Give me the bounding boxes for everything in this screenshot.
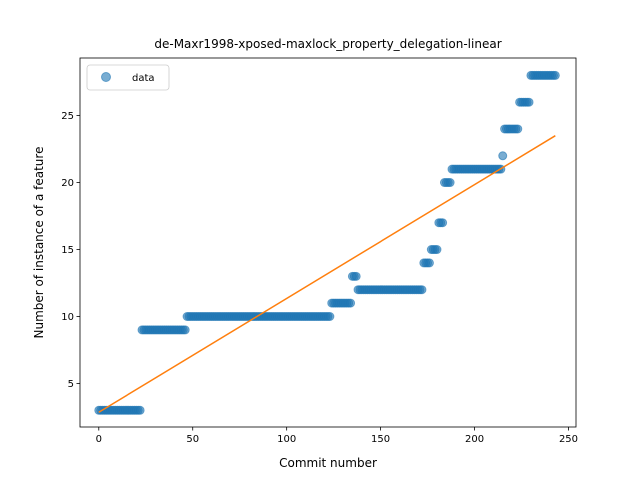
x-tick-label: 100: [277, 434, 296, 445]
x-tick-label: 250: [559, 434, 578, 445]
y-tick-label: 25: [61, 111, 74, 122]
plot-area: [94, 70, 560, 415]
data-point: [351, 271, 361, 281]
data-point: [550, 70, 560, 80]
axes-frame: [79, 57, 577, 428]
legend-box: [86, 64, 170, 91]
legend-label: data: [132, 73, 155, 84]
data-point: [325, 312, 335, 321]
x-tick-label: 200: [465, 434, 484, 445]
data-point: [346, 298, 356, 308]
data-point: [135, 405, 145, 415]
data-point: [438, 218, 448, 228]
y-tick-label: 10: [61, 312, 74, 323]
y-axis-label: Number of instance of a feature: [32, 147, 46, 339]
y-axis-ticks: 5 10 15 20 25: [61, 111, 80, 390]
data-point: [417, 285, 427, 295]
fit-line: [98, 135, 556, 413]
x-axis-label: Commit number: [279, 456, 377, 470]
data-point: [513, 124, 523, 134]
x-tick-label: 50: [186, 434, 199, 445]
y-tick-label: 5: [68, 379, 74, 390]
y-tick-label: 15: [61, 245, 74, 256]
x-axis-ticks: 0 50 100 150 200 250: [96, 427, 578, 445]
legend: data: [86, 64, 170, 91]
data-point: [524, 97, 534, 107]
x-tick-label: 150: [371, 434, 390, 445]
data-point: [432, 245, 442, 255]
data-point: [424, 258, 434, 268]
x-tick-label: 0: [96, 434, 102, 445]
legend-marker: [101, 72, 111, 82]
chart-title: de-Maxr1998-xposed-maxlock_property_dele…: [154, 37, 501, 51]
data-point: [180, 325, 190, 335]
y-tick-label: 20: [61, 178, 74, 189]
data-point: [445, 178, 455, 188]
data-point: [498, 151, 508, 161]
